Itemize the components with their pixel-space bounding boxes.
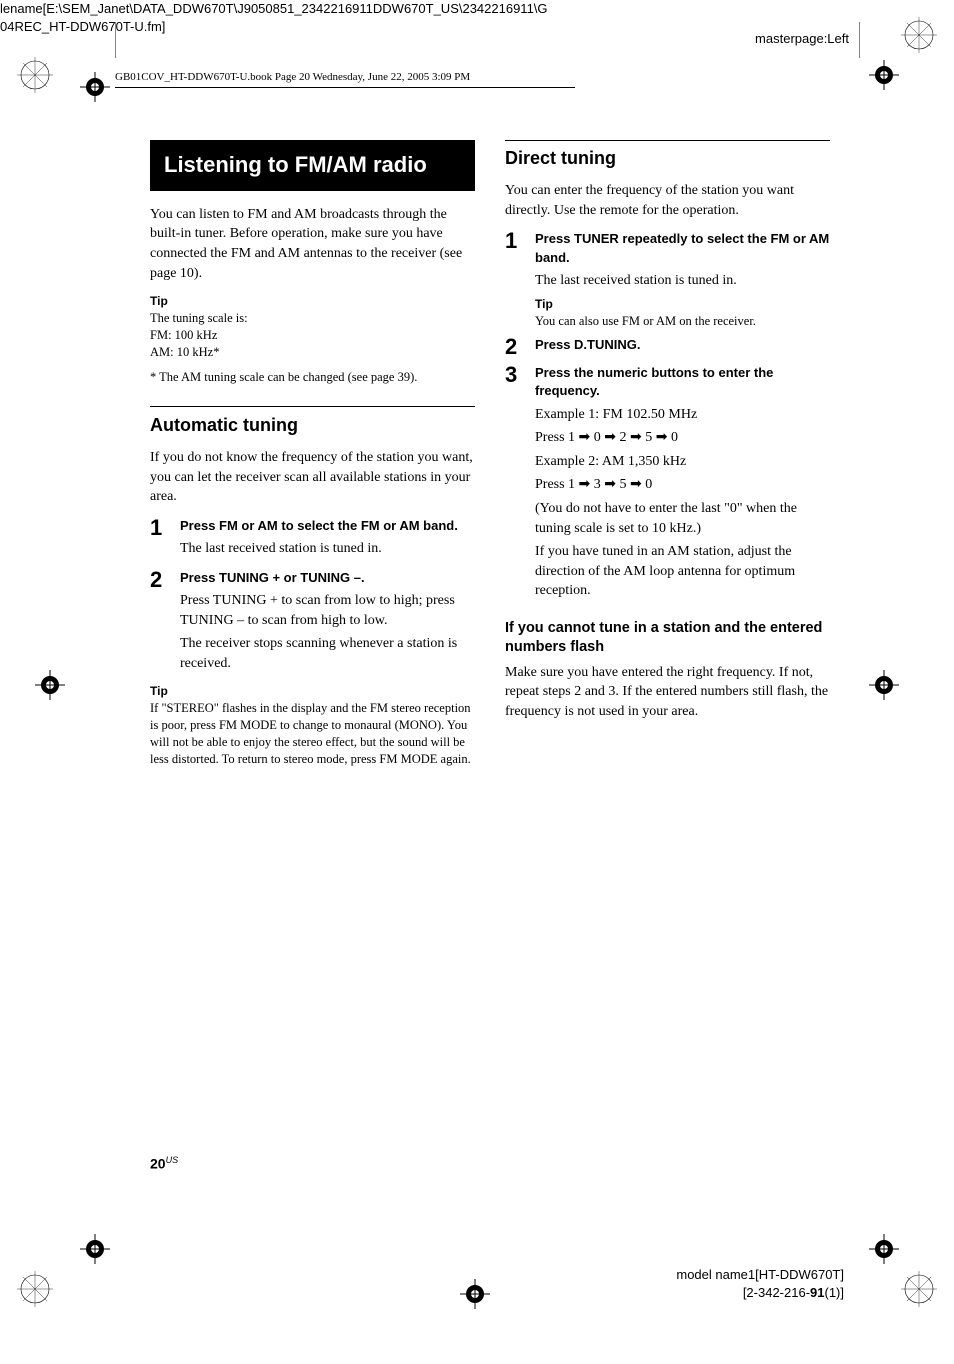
crop-mark-icon xyxy=(80,72,110,102)
direct-intro: You can enter the frequency of the stati… xyxy=(505,181,830,220)
model-line1: model name1[HT-DDW670T] xyxy=(676,1266,844,1284)
step1-title: Press FM or AM to select the FM or AM ba… xyxy=(180,517,475,535)
tip-line3: AM: 10 kHz* xyxy=(150,344,475,361)
section-divider xyxy=(505,140,830,141)
tip2-text: If "STEREO" flashes in the display and t… xyxy=(150,700,475,768)
step-number: 1 xyxy=(150,517,180,563)
step-number: 3 xyxy=(505,364,535,605)
tip-line2: FM: 100 kHz xyxy=(150,327,475,344)
registration-mark-icon xyxy=(15,1269,55,1309)
page-header: GB01COV_HT-DDW670T-U.book Page 20 Wednes… xyxy=(115,70,575,88)
step-content: Press D.TUNING. xyxy=(535,336,830,358)
direct-tuning-heading: Direct tuning xyxy=(505,146,830,171)
header-box-border xyxy=(115,22,860,58)
footnote: * The AM tuning scale can be changed (se… xyxy=(150,369,475,387)
r-step1-tip: You can also use FM or AM on the receive… xyxy=(535,313,830,330)
page-suffix: US xyxy=(166,1155,179,1165)
header-underline xyxy=(115,87,575,88)
right-step-3: 3 Press the numeric buttons to enter the… xyxy=(505,364,830,605)
subsection-heading: If you cannot tune in a station and the … xyxy=(505,619,830,657)
step-number: 1 xyxy=(505,230,535,330)
r-step3-ex2-press: Press 1 ➡ 3 ➡ 5 ➡ 0 xyxy=(535,475,830,495)
right-column: Direct tuning You can enter the frequenc… xyxy=(505,140,830,768)
main-content: Listening to FM/AM radio You can listen … xyxy=(150,140,830,768)
left-column: Listening to FM/AM radio You can listen … xyxy=(150,140,475,768)
page-number: 20US xyxy=(150,1154,178,1174)
r-step3-ex1: Example 1: FM 102.50 MHz xyxy=(535,405,830,425)
page-header-text: GB01COV_HT-DDW670T-U.book Page 20 Wednes… xyxy=(115,71,470,83)
step-number: 2 xyxy=(150,569,180,678)
step2-body1: Press TUNING + to scan from low to high;… xyxy=(180,591,475,630)
file-path-line1: lename[E:\SEM_Janet\DATA_DDW670T\J905085… xyxy=(0,0,548,18)
r-step2-title: Press D.TUNING. xyxy=(535,336,830,354)
crop-mark-icon xyxy=(869,670,899,700)
crop-mark-icon xyxy=(460,1279,490,1309)
r-step3-note1: (You do not have to enter the last "0" w… xyxy=(535,499,830,538)
tip-label: Tip xyxy=(150,293,475,310)
right-step-1: 1 Press TUNER repeatedly to select the F… xyxy=(505,230,830,330)
auto-tuning-heading: Automatic tuning xyxy=(150,406,475,438)
r-step3-ex2: Example 2: AM 1,350 kHz xyxy=(535,452,830,472)
crop-mark-icon xyxy=(869,60,899,90)
registration-mark-icon xyxy=(899,15,939,55)
r-step1-body: The last received station is tuned in. xyxy=(535,271,830,291)
tip-line1: The tuning scale is: xyxy=(150,310,475,327)
intro-text: You can listen to FM and AM broadcasts t… xyxy=(150,205,475,283)
section-title: Listening to FM/AM radio xyxy=(150,140,475,191)
tip2-label: Tip xyxy=(150,683,475,700)
step2-body2: The receiver stops scanning whenever a s… xyxy=(180,634,475,673)
model-info: model name1[HT-DDW670T] [2-342-216-91(1)… xyxy=(676,1266,844,1302)
auto-intro: If you do not know the frequency of the … xyxy=(150,448,475,507)
registration-mark-icon xyxy=(899,1269,939,1309)
crop-mark-icon xyxy=(869,1234,899,1264)
left-step-2: 2 Press TUNING + or TUNING –. Press TUNI… xyxy=(150,569,475,678)
r-step3-ex1-press: Press 1 ➡ 0 ➡ 2 ➡ 5 ➡ 0 xyxy=(535,428,830,448)
r-step1-tip-label: Tip xyxy=(535,296,830,313)
page-num-value: 20 xyxy=(150,1155,166,1171)
left-step-1: 1 Press FM or AM to select the FM or AM … xyxy=(150,517,475,563)
step-content: Press TUNING + or TUNING –. Press TUNING… xyxy=(180,569,475,678)
step-content: Press TUNER repeatedly to select the FM … xyxy=(535,230,830,330)
step2-title: Press TUNING + or TUNING –. xyxy=(180,569,475,587)
step-content: Press the numeric buttons to enter the f… xyxy=(535,364,830,605)
model-line2: [2-342-216-91(1)] xyxy=(676,1284,844,1302)
crop-mark-icon xyxy=(80,1234,110,1264)
r-step3-note2: If you have tuned in an AM station, adju… xyxy=(535,542,830,601)
registration-mark-icon xyxy=(15,55,55,95)
step-content: Press FM or AM to select the FM or AM ba… xyxy=(180,517,475,563)
right-step-2: 2 Press D.TUNING. xyxy=(505,336,830,358)
crop-mark-icon xyxy=(35,670,65,700)
step-number: 2 xyxy=(505,336,535,358)
r-step3-title: Press the numeric buttons to enter the f… xyxy=(535,364,830,400)
r-step1-title: Press TUNER repeatedly to select the FM … xyxy=(535,230,830,266)
step1-body: The last received station is tuned in. xyxy=(180,539,475,559)
subsection-body: Make sure you have entered the right fre… xyxy=(505,663,830,722)
